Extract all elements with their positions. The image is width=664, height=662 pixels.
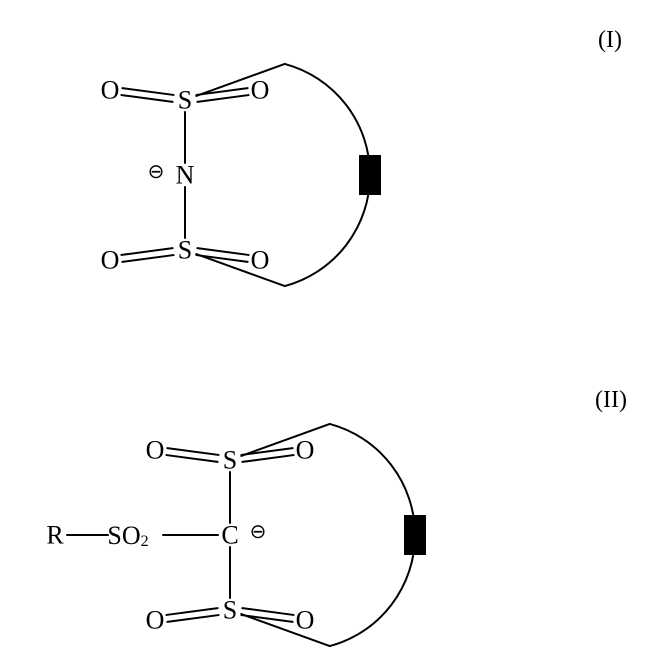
bond-line <box>196 88 247 95</box>
atom-S_bot: S <box>178 236 192 265</box>
ring-arc <box>330 424 415 646</box>
bond-line <box>167 615 218 622</box>
bond-line <box>121 248 172 255</box>
ring-marker <box>359 155 381 195</box>
so2-group: SO2 <box>107 521 148 550</box>
bond-line <box>197 95 248 102</box>
atom-S_bot: S <box>223 596 237 625</box>
bond-line <box>196 255 247 262</box>
bond-line <box>242 455 293 462</box>
charge-symbol: ⊖ <box>148 161 165 183</box>
bond-line <box>241 614 329 646</box>
atom-O_tr: O <box>296 436 315 465</box>
atom-O_br: O <box>251 246 270 275</box>
bond-line <box>122 255 173 262</box>
atom-C: C <box>221 521 238 550</box>
atom-S_top: S <box>223 446 237 475</box>
atom-O_bl: O <box>146 606 165 635</box>
bond-line <box>241 424 329 456</box>
bond-line <box>166 608 217 615</box>
atom-N: N <box>176 161 195 190</box>
bond-line <box>197 248 248 255</box>
formula-label-II: (II) <box>595 387 627 413</box>
bond-line <box>167 448 218 455</box>
atom-S_top: S <box>178 86 192 115</box>
atom-R: R <box>46 521 64 550</box>
ring-arc <box>285 64 370 286</box>
atom-O_bl: O <box>101 246 120 275</box>
atom-O_tl: O <box>146 436 165 465</box>
bond-line <box>196 254 284 286</box>
ring-marker <box>404 515 426 555</box>
bond-line <box>166 455 217 462</box>
atom-O_tl: O <box>101 76 120 105</box>
formula-label-I: (I) <box>598 27 622 53</box>
bond-line <box>241 615 292 622</box>
bond-line <box>122 88 173 95</box>
bond-line <box>242 608 293 615</box>
atom-O_br: O <box>296 606 315 635</box>
bond-line <box>241 448 292 455</box>
bond-line <box>196 64 284 96</box>
atom-O_tr: O <box>251 76 270 105</box>
charge-symbol: ⊖ <box>250 521 267 543</box>
bond-line <box>121 95 172 102</box>
